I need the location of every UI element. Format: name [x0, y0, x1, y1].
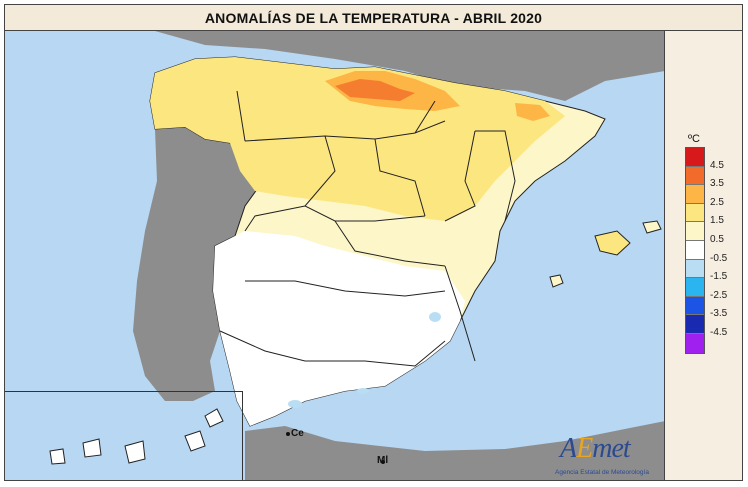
portugal-land — [133, 127, 263, 401]
warm-anomaly-north — [150, 57, 565, 221]
mallorca — [594, 230, 631, 256]
canary-inset-frame — [5, 391, 243, 480]
logo-subtitle: Agencia Estatal de Meteorología — [555, 469, 649, 476]
logo-letter-a: A — [560, 433, 577, 464]
cool-spot — [357, 388, 369, 394]
legend-label: 1.5 — [710, 215, 724, 227]
map-title: ANOMALÍAS DE LA TEMPERATURA - ABRIL 2020 — [204, 9, 543, 26]
cool-spot — [288, 400, 302, 408]
legend-unit: ºC — [688, 133, 700, 145]
canary-island — [82, 438, 102, 458]
melilla-marker — [381, 460, 385, 464]
legend-swatch — [686, 296, 704, 316]
legend-label: -0.5 — [710, 252, 728, 264]
legend-color-bar — [685, 147, 705, 354]
legend-label: -2.5 — [710, 289, 728, 301]
france-land — [155, 31, 664, 101]
canary-island — [204, 408, 224, 428]
logo-letter-e: E — [576, 433, 593, 464]
very-strong-anomaly — [335, 79, 415, 101]
legend-swatch — [686, 222, 704, 241]
map-area: Ce Ml AEmet Agencia Estatal de Meteorolo… — [5, 31, 665, 480]
ceuta-label: Ce — [291, 428, 304, 439]
anomaly-map — [5, 31, 664, 480]
strong-anomaly-pyrenees — [515, 103, 550, 121]
legend-label: 4.5 — [710, 159, 724, 171]
legend-swatch — [686, 148, 704, 167]
canary-island — [124, 440, 146, 464]
legend-swatch — [686, 185, 704, 204]
legend-label: 2.5 — [710, 196, 724, 208]
legend-label: -4.5 — [710, 327, 728, 338]
legend-label: 3.5 — [710, 178, 724, 190]
ceuta-marker — [286, 432, 290, 436]
logo-wordmark: AEmet — [560, 433, 631, 465]
africa-land — [245, 421, 664, 480]
map-frame: ANOMALÍAS DE LA TEMPERATURA - ABRIL 2020 — [4, 4, 743, 481]
legend-swatch — [686, 278, 704, 297]
ibiza — [549, 274, 564, 288]
legend-swatch — [686, 240, 704, 260]
canary-island — [184, 430, 206, 452]
logo-letters-met: met — [592, 433, 630, 464]
legend-swatch — [686, 166, 704, 186]
near-normal-zone — [213, 231, 465, 426]
legend-label: 0.5 — [710, 234, 724, 245]
legend-swatch — [686, 315, 704, 334]
cool-spot — [429, 312, 441, 322]
title-bar: ANOMALÍAS DE LA TEMPERATURA - ABRIL 2020 — [5, 5, 742, 31]
legend-label: -1.5 — [710, 271, 728, 283]
legend-panel: ºC 4.5 3.5 2.5 1.5 0.5 -0.5 -1.5 -2.5 -3.5 -4.5 — [665, 31, 742, 480]
menorca — [642, 220, 662, 234]
legend-swatch — [686, 203, 704, 223]
melilla-label: Ml — [377, 455, 389, 466]
legend-label: -3.5 — [710, 308, 728, 320]
aemet-logo: AEmet Agencia Estatal de Meteorología — [552, 433, 660, 479]
legend-swatch — [686, 259, 704, 279]
canary-island — [49, 448, 66, 465]
legend-swatch — [686, 333, 704, 353]
region-boundaries — [219, 90, 516, 367]
